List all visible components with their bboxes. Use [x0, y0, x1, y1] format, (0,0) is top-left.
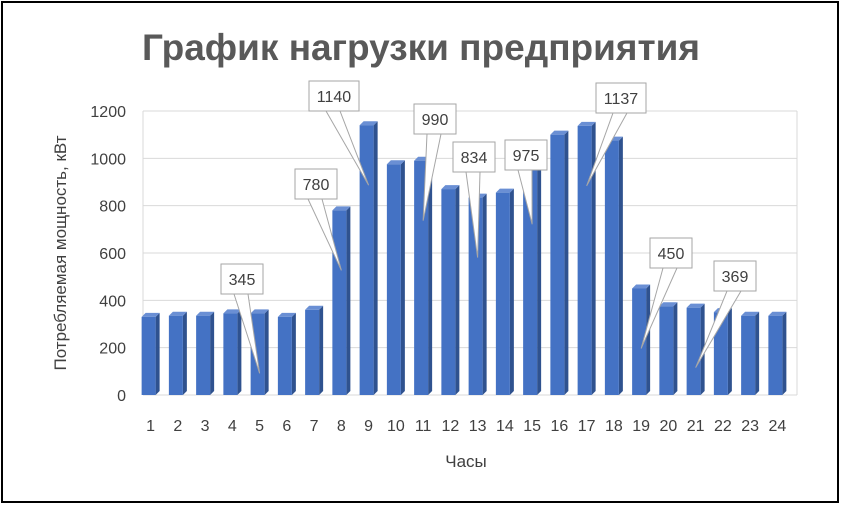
data-callouts: 345 780 1140 990 834 975 1137 450 369	[220, 80, 757, 374]
bar	[223, 309, 242, 395]
bar	[768, 311, 787, 395]
bar	[168, 311, 187, 395]
data-callout: 780	[294, 168, 342, 271]
x-tick-label: 10	[387, 418, 405, 435]
x-tick-label: 15	[523, 418, 541, 435]
data-callout: 345	[220, 263, 264, 374]
y-tick-label: 400	[99, 293, 126, 310]
y-tick-label: 0	[117, 388, 126, 405]
x-tick-label: 18	[605, 418, 623, 435]
bars	[141, 121, 787, 396]
x-tick-label: 1	[146, 418, 155, 435]
data-callout: 369	[695, 260, 757, 368]
x-tick-label: 13	[469, 418, 487, 435]
bar	[604, 136, 623, 396]
x-tick-label: 24	[768, 418, 786, 435]
x-axis-label: Часы	[445, 452, 487, 471]
x-tick-label: 20	[659, 418, 677, 435]
bar	[441, 185, 460, 395]
bar	[632, 284, 651, 395]
callout-label: 1137	[604, 91, 639, 108]
y-axis-label: Потребляемая мощность, кВт	[51, 135, 70, 370]
data-callout: 990	[413, 103, 457, 221]
data-callout: 1137	[586, 82, 647, 187]
bar	[577, 121, 596, 395]
x-tick-label: 22	[714, 418, 732, 435]
callout-label: 990	[422, 112, 449, 129]
bar	[468, 193, 487, 395]
x-tick-label: 4	[228, 418, 237, 435]
x-tick-label: 12	[441, 418, 459, 435]
bar	[277, 312, 296, 395]
x-tick-label: 9	[364, 418, 373, 435]
x-tick-label: 17	[578, 418, 596, 435]
callout-label: 834	[461, 150, 488, 167]
x-tick-label: 3	[201, 418, 210, 435]
bar	[523, 160, 542, 395]
bar	[305, 305, 324, 395]
y-tick-label: 800	[99, 199, 126, 216]
x-tick-label: 14	[496, 418, 514, 435]
data-callout: 450	[640, 237, 693, 349]
x-tick-label: 16	[550, 418, 568, 435]
data-callout: 1140	[308, 80, 370, 186]
x-tick-label: 5	[255, 418, 264, 435]
callout-label: 345	[229, 272, 256, 289]
bar	[359, 121, 378, 395]
bar	[741, 311, 760, 395]
chart-title: График нагрузки предприятия	[142, 27, 700, 68]
x-axis-ticks: 1 2 3 4 5 6 7 8 9 10 11 12 13 14 15 16 17 18 19 20 21 22 23 24	[146, 418, 786, 435]
x-tick-label: 8	[337, 418, 346, 435]
y-tick-label: 600	[99, 246, 126, 263]
bar	[414, 156, 433, 395]
y-tick-label: 200	[99, 341, 126, 358]
data-callout: 975	[504, 139, 548, 225]
bar	[686, 303, 705, 395]
bar	[659, 302, 678, 395]
bar	[386, 160, 405, 395]
x-tick-label: 7	[310, 418, 319, 435]
x-tick-label: 19	[632, 418, 650, 435]
data-callout: 834	[452, 141, 496, 258]
callout-label: 975	[513, 148, 540, 165]
callout-label: 1140	[317, 89, 352, 106]
bar	[495, 188, 514, 395]
bar	[550, 130, 569, 395]
x-tick-label: 2	[173, 418, 182, 435]
y-tick-label: 1200	[90, 104, 126, 121]
x-tick-label: 23	[741, 418, 759, 435]
y-tick-label: 1000	[90, 151, 126, 168]
x-tick-label: 6	[282, 418, 291, 435]
bar	[196, 311, 215, 395]
callout-label: 450	[658, 246, 685, 263]
callout-label: 369	[722, 269, 749, 286]
bar	[713, 308, 732, 395]
x-tick-label: 21	[687, 418, 705, 435]
x-tick-label: 11	[415, 418, 432, 435]
bar	[141, 312, 160, 395]
bar	[332, 206, 351, 395]
y-axis-ticks: 0 200 400 600 800 1000 1200	[90, 104, 126, 405]
callout-label: 780	[303, 177, 330, 194]
